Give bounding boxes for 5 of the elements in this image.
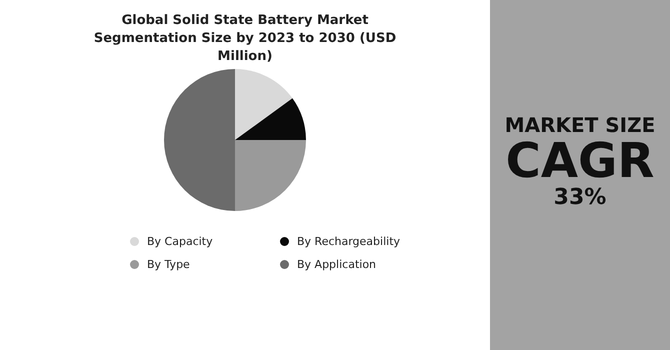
legend-label: By Type: [147, 258, 190, 271]
chart-title: Global Solid State Battery Market Segmentation Size by 2023 to 2030 (USD Million): [92, 12, 398, 66]
legend-label: By Capacity: [147, 235, 213, 248]
legend-label: By Application: [297, 258, 376, 271]
legend-label: By Rechargeability: [297, 235, 400, 248]
